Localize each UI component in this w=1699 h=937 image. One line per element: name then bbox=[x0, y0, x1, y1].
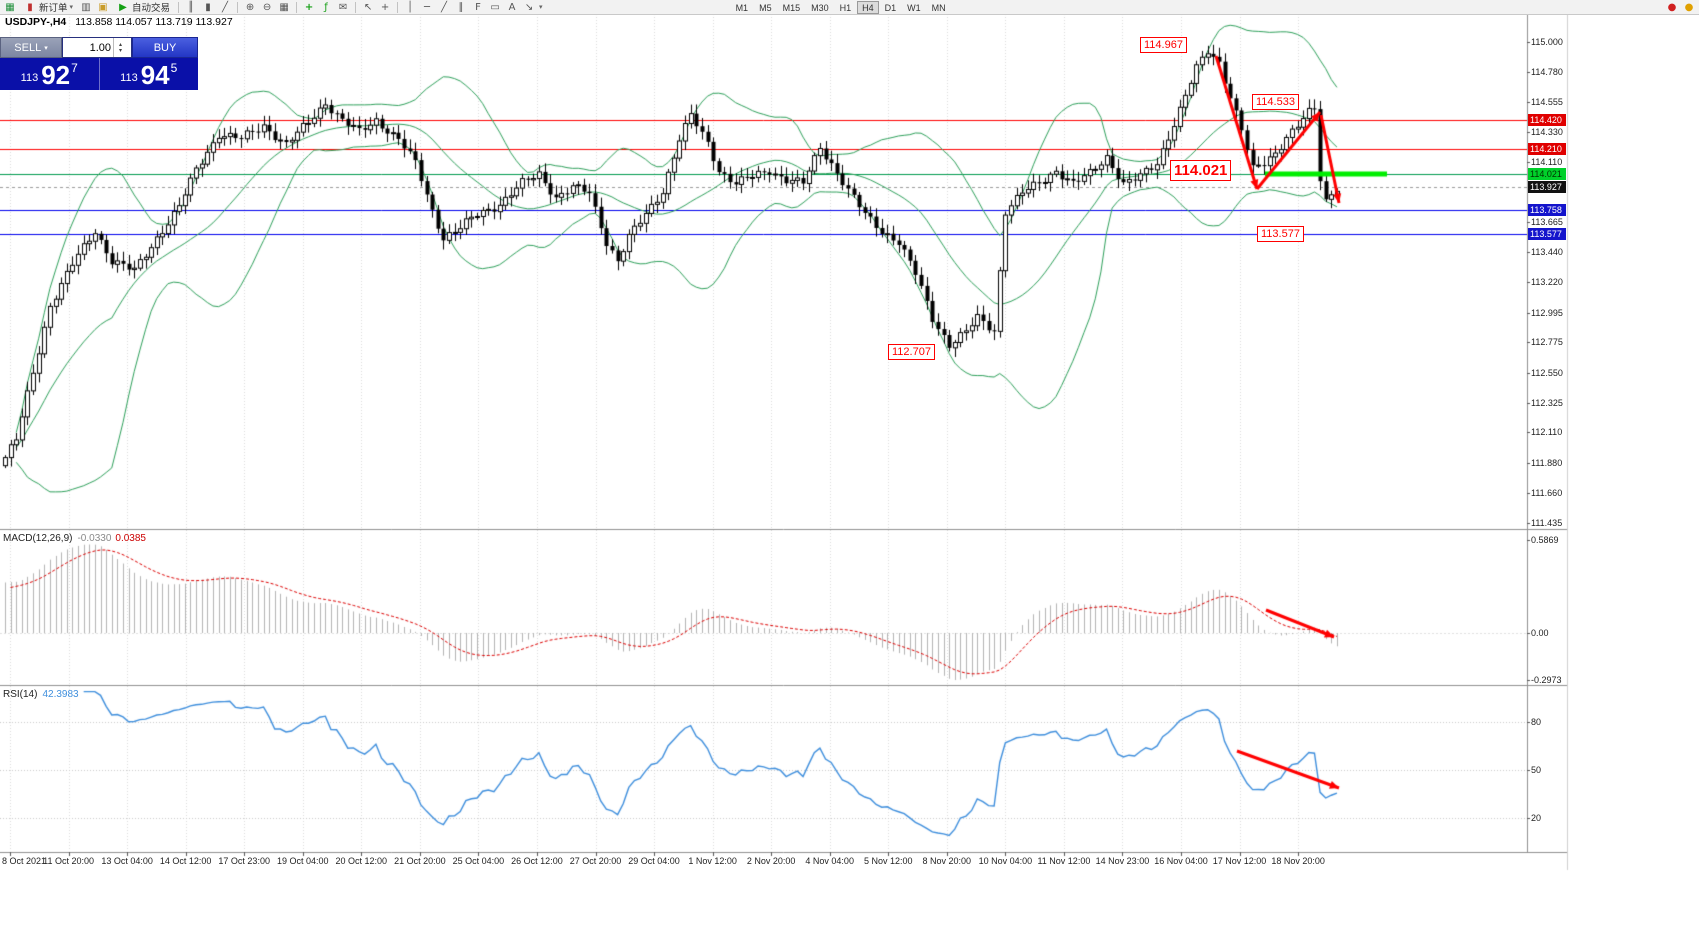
rsi-value: 42.3983 bbox=[42, 689, 79, 700]
new-order-button[interactable]: ▮ 新订单 ▾ bbox=[20, 1, 76, 15]
sell-button[interactable]: SELL ▾ bbox=[0, 37, 62, 58]
mail-icon[interactable]: ✉ bbox=[338, 1, 348, 13]
auto-trading-button[interactable]: ▶ 自动交易 bbox=[113, 1, 173, 15]
bid-pip-digit: 7 bbox=[71, 61, 78, 75]
bar-chart-icon[interactable]: ║ bbox=[188, 1, 195, 13]
toolbar-separator bbox=[296, 1, 298, 13]
text-tool-icon[interactable]: A bbox=[508, 1, 516, 13]
volume-input[interactable] bbox=[63, 41, 113, 54]
rsi-label: RSI(14) 42.3983 bbox=[3, 689, 79, 700]
macd-name: MACD(12,26,9) bbox=[3, 533, 73, 544]
trendline-icon[interactable]: ╱ bbox=[441, 1, 448, 13]
tile-windows-icon[interactable]: ▦ bbox=[279, 1, 289, 13]
macd-label: MACD(12,26,9) -0.0330 0.0385 bbox=[3, 533, 146, 544]
timeframe-button-m15[interactable]: M15 bbox=[782, 2, 801, 13]
dropdown-caret-icon: ▾ bbox=[69, 4, 74, 11]
timeframe-button-w1[interactable]: W1 bbox=[907, 2, 921, 13]
new-order-icon: ▮ bbox=[27, 1, 33, 13]
profiles-icon[interactable]: ▥ bbox=[81, 1, 91, 13]
bid-ask-display: 113 92 7 113 94 5 bbox=[0, 58, 198, 90]
sell-label: SELL bbox=[14, 41, 42, 54]
timeframe-button-h1[interactable]: H1 bbox=[839, 2, 852, 13]
dropdown-caret-icon[interactable]: ▾ bbox=[539, 4, 543, 11]
cursor-icon[interactable]: ↖ bbox=[363, 1, 373, 13]
price-annotation[interactable]: 112.707 bbox=[888, 344, 935, 360]
zoom-in-icon[interactable]: ⊕ bbox=[245, 1, 255, 13]
macd-signal-value: 0.0385 bbox=[115, 533, 146, 544]
volume-spinner[interactable]: ▴ ▾ bbox=[113, 38, 127, 57]
timeframe-button-m5[interactable]: M5 bbox=[759, 2, 772, 13]
crosshair-icon[interactable]: + bbox=[380, 1, 390, 13]
templates-icon[interactable]: ▣ bbox=[98, 1, 108, 13]
ask-prefix: 113 bbox=[120, 72, 138, 84]
price-annotation[interactable]: 113.577 bbox=[1257, 226, 1304, 242]
price-annotation[interactable]: 114.021 bbox=[1170, 160, 1232, 181]
connection-status-icon[interactable]: ● bbox=[1684, 1, 1694, 13]
timeframe-button-d1[interactable]: D1 bbox=[884, 2, 897, 13]
timeframe-button-m30[interactable]: M30 bbox=[811, 2, 829, 13]
buy-label: BUY bbox=[153, 41, 177, 54]
toolbar-separator bbox=[237, 1, 239, 13]
volume-box: ▴▾ bbox=[62, 37, 132, 58]
main-toolbar: ▦ ▮ 新订单 ▾ ▥ ▣ ▶ 自动交易 ║ ▮ ╱ ⊕ ⊖ ▦ + ƒ ✉ ↖… bbox=[0, 0, 1699, 15]
bid-prefix: 113 bbox=[20, 72, 39, 84]
sell-dropdown-icon[interactable]: ▾ bbox=[44, 44, 48, 52]
horizontal-line-icon[interactable]: ─ bbox=[424, 1, 431, 13]
toolbar-separator bbox=[355, 1, 357, 13]
ask-price[interactable]: 113 94 5 bbox=[100, 58, 199, 90]
timeframe-button-h4[interactable]: H4 bbox=[857, 0, 879, 14]
ohlc-values: 113.858 114.057 113.719 113.927 bbox=[75, 16, 233, 28]
spin-up-icon[interactable]: ▴ bbox=[118, 41, 122, 48]
shapes-icon[interactable]: ▭ bbox=[490, 1, 500, 13]
toolbar-separator bbox=[397, 1, 399, 13]
timeframe-button-mn[interactable]: MN bbox=[931, 2, 946, 13]
fibonacci-icon[interactable]: F bbox=[475, 1, 481, 13]
timeframe-toolbar: M1 M5 M15 M30 H1 H4 D1 W1 MN bbox=[731, 0, 951, 14]
toolbar-separator bbox=[178, 1, 180, 13]
macd-main-value: -0.0330 bbox=[77, 533, 112, 544]
vertical-line-icon[interactable]: │ bbox=[407, 1, 414, 13]
new-order-label: 新订单 bbox=[39, 3, 68, 14]
scripts-icon[interactable]: ƒ bbox=[324, 1, 328, 13]
ask-pip-digit: 5 bbox=[170, 61, 178, 75]
auto-trading-label: 自动交易 bbox=[132, 3, 171, 14]
buy-button[interactable]: BUY bbox=[132, 37, 198, 58]
symbol-name: USDJPY-,H4 bbox=[5, 16, 67, 28]
bid-big-digits: 92 bbox=[41, 60, 71, 90]
arrow-tool-icon[interactable]: ↘ bbox=[524, 1, 534, 13]
symbol-info: USDJPY-,H4 113.858 114.057 113.719 113.9… bbox=[5, 16, 233, 28]
rsi-name: RSI(14) bbox=[3, 689, 38, 700]
spin-down-icon[interactable]: ▾ bbox=[118, 47, 122, 54]
bid-price[interactable]: 113 92 7 bbox=[0, 58, 100, 90]
line-chart-icon[interactable]: ╱ bbox=[222, 1, 229, 13]
ask-big-digits: 94 bbox=[140, 60, 170, 90]
candle-chart-icon[interactable]: ▮ bbox=[205, 1, 211, 13]
zoom-out-icon[interactable]: ⊖ bbox=[262, 1, 272, 13]
price-annotation[interactable]: 114.967 bbox=[1140, 37, 1187, 53]
play-icon: ▶ bbox=[119, 1, 127, 13]
new-chart-icon[interactable]: ▦ bbox=[5, 1, 15, 13]
channel-icon[interactable]: ∥ bbox=[458, 1, 464, 13]
add-indicator-icon[interactable]: + bbox=[304, 1, 314, 13]
alert-status-icon[interactable]: ● bbox=[1667, 1, 1677, 13]
price-annotation[interactable]: 114.533 bbox=[1252, 94, 1299, 110]
timeframe-button-m1[interactable]: M1 bbox=[735, 2, 749, 13]
